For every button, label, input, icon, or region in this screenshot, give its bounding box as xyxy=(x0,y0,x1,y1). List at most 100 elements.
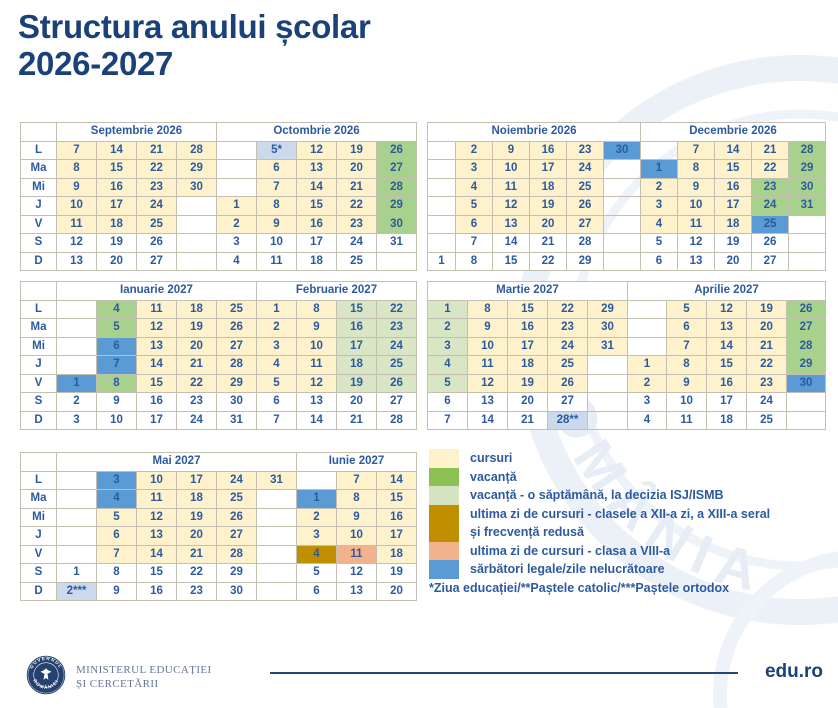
date-cell: 9 xyxy=(492,140,530,160)
edu-ro-wordmark: edu.ro xyxy=(764,661,823,682)
date-cell: 26 xyxy=(216,507,257,527)
date-cell: 28** xyxy=(547,410,588,430)
date-cell: 17 xyxy=(529,159,567,179)
date-cell: 23 xyxy=(751,177,789,197)
date-cell: 14 xyxy=(492,233,530,253)
date-cell: 20 xyxy=(176,526,217,546)
date-cell: 25 xyxy=(216,489,257,509)
date-cell: 25 xyxy=(136,214,177,234)
date-cell: 13 xyxy=(56,251,97,271)
date-cell: 21 xyxy=(751,140,789,160)
date-cell: 28 xyxy=(376,410,417,430)
legend-label: cursuri xyxy=(459,449,512,468)
empty-cell xyxy=(216,140,257,160)
legend-item: vacanță xyxy=(429,467,826,486)
date-cell: 19 xyxy=(176,507,217,527)
date-cell: 1 xyxy=(427,251,456,271)
date-cell: 23 xyxy=(547,318,588,338)
date-cell: 10 xyxy=(467,336,508,356)
page-title: Structura anului școlar 2026-2027 xyxy=(18,8,371,82)
date-cell: 24 xyxy=(547,336,588,356)
empty-cell xyxy=(603,214,641,234)
empty-cell xyxy=(427,214,456,234)
date-cell: 26 xyxy=(216,318,257,338)
footer-divider xyxy=(270,672,738,674)
month-header: Octombrie 2026 xyxy=(216,122,417,142)
legend-swatch xyxy=(429,560,459,579)
date-cell: 20 xyxy=(529,214,567,234)
date-cell: 9 xyxy=(56,177,97,197)
empty-cell xyxy=(627,299,667,319)
empty-cell xyxy=(256,581,297,601)
day-label: S xyxy=(20,392,57,412)
date-cell: 2 xyxy=(455,140,493,160)
date-cell: 15 xyxy=(507,299,548,319)
empty-cell xyxy=(256,526,297,546)
date-cell: 29 xyxy=(587,299,628,319)
date-cell: 10 xyxy=(256,233,297,253)
date-cell: 12 xyxy=(296,373,337,393)
date-cell: 9 xyxy=(467,318,508,338)
date-cell: 12 xyxy=(56,233,97,253)
empty-cell xyxy=(56,318,97,338)
calendar-march-april: Martie 2027 Aprilie 2027 1 8 15 22 29 5 12 19 26 2 9… xyxy=(427,281,826,430)
legend-label-line: ultima zi de cursuri - clasa a VIII-a xyxy=(470,543,671,558)
date-cell: 8 xyxy=(467,299,508,319)
date-cell: 18 xyxy=(706,410,747,430)
date-cell: 3 xyxy=(640,196,678,216)
day-label: Ma xyxy=(20,489,57,509)
date-cell: 27 xyxy=(216,336,257,356)
date-cell: 18 xyxy=(336,355,377,375)
date-cell: 29 xyxy=(176,159,217,179)
empty-cell xyxy=(56,355,97,375)
date-cell: 11 xyxy=(336,544,377,564)
date-cell: 26 xyxy=(376,140,417,160)
empty-cell xyxy=(256,544,297,564)
corner-cell xyxy=(20,122,57,142)
date-cell: 23 xyxy=(566,140,604,160)
empty-cell xyxy=(640,140,678,160)
legend-swatch xyxy=(429,449,459,468)
empty-cell xyxy=(176,196,217,216)
date-cell: 4 xyxy=(256,355,297,375)
date-cell: 14 xyxy=(136,544,177,564)
date-cell: 4 xyxy=(455,177,493,197)
date-cell: 22 xyxy=(746,355,787,375)
date-cell: 7 xyxy=(56,140,97,160)
date-cell: 19 xyxy=(507,373,548,393)
date-cell: 16 xyxy=(96,177,137,197)
date-cell: 16 xyxy=(136,392,177,412)
date-cell: 24 xyxy=(746,392,787,412)
date-cell: 10 xyxy=(136,470,177,490)
date-cell: 27 xyxy=(376,392,417,412)
date-cell: 1 xyxy=(216,196,257,216)
date-cell: 21 xyxy=(336,177,377,197)
date-cell: 8 xyxy=(256,196,297,216)
date-cell: 14 xyxy=(296,410,337,430)
title-line2: 2026-2027 xyxy=(18,45,174,82)
day-label: S xyxy=(20,233,57,253)
empty-cell xyxy=(176,233,217,253)
date-cell: 14 xyxy=(136,355,177,375)
date-cell: 6 xyxy=(256,392,297,412)
date-cell: 9 xyxy=(666,373,707,393)
date-cell: 31 xyxy=(216,410,257,430)
date-cell: 25 xyxy=(336,251,377,271)
date-cell: 21 xyxy=(507,410,548,430)
date-cell: 15 xyxy=(96,159,137,179)
empty-cell xyxy=(587,355,628,375)
empty-cell xyxy=(603,196,641,216)
month-header: Aprilie 2027 xyxy=(627,281,826,301)
date-cell: 13 xyxy=(706,318,747,338)
calendar-table: Septembrie 2026 Octombrie 2026 L 7 14 21 28 5* 1… xyxy=(20,122,417,271)
date-cell: 29 xyxy=(376,196,417,216)
date-cell: 15 xyxy=(136,373,177,393)
month-header: Ianuarie 2027 xyxy=(56,281,257,301)
legend-label-line: vacanță - o săptămână, la decizia ISJ/IS… xyxy=(470,488,724,502)
date-cell: 8 xyxy=(666,355,707,375)
date-cell: 11 xyxy=(136,299,177,319)
date-cell: 15 xyxy=(706,355,747,375)
date-cell: 15 xyxy=(136,563,177,583)
date-cell: 3 xyxy=(256,336,297,356)
date-cell: 3 xyxy=(427,336,468,356)
